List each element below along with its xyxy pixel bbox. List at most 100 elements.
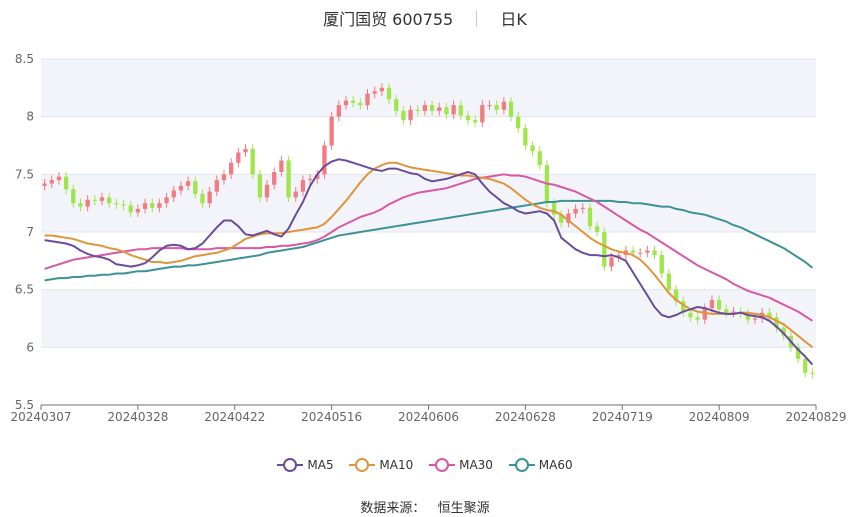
candle (121, 199, 126, 211)
candle-body (422, 105, 428, 111)
candle-body (465, 115, 471, 121)
period-label: 日K (500, 10, 527, 29)
candle (716, 295, 722, 314)
stock-name: 厦门国贸 600755 (323, 10, 454, 29)
candle-body (351, 100, 356, 103)
band (41, 174, 816, 232)
candle-body (437, 107, 442, 111)
candle (63, 172, 69, 194)
candle (437, 102, 442, 116)
x-tick-label: 20240516 (301, 410, 362, 424)
candle-body (673, 289, 679, 302)
candle (185, 176, 191, 191)
x-tick-label: 20240719 (592, 410, 653, 424)
candle-body (645, 250, 650, 253)
candle-body (487, 105, 492, 107)
candle-body (803, 358, 808, 373)
candle-body (516, 116, 521, 129)
candle (429, 100, 435, 116)
legend-label-ma30: MA30 (459, 458, 493, 472)
y-tick-label: 8.5 (15, 52, 34, 66)
candle-body (107, 197, 112, 204)
candle (128, 200, 133, 218)
candle-body (257, 174, 263, 198)
candle (472, 115, 478, 128)
legend-label-ma10: MA10 (379, 458, 414, 472)
candle-body (142, 203, 148, 209)
x-axis: 20240307 20240328 20240422 20240516 20240606… (10, 404, 847, 424)
candle (530, 140, 535, 156)
y-tick-label: 7 (26, 225, 34, 239)
candle-body (365, 93, 370, 106)
candle (659, 250, 664, 279)
candle (358, 98, 363, 110)
candle-body (272, 172, 277, 185)
candle (365, 88, 370, 110)
legend-item-ma60[interactable]: MA60 (508, 458, 573, 472)
candle (379, 83, 385, 96)
x-tick-label: 20240307 (10, 410, 71, 424)
candle-body (243, 148, 248, 153)
candle-body (63, 176, 69, 190)
candle-body (616, 255, 621, 258)
candle-body (444, 107, 449, 115)
y-tick-label: 5.5 (15, 398, 34, 412)
candle-body (322, 145, 327, 175)
candle (322, 140, 327, 179)
candle-body (731, 311, 736, 313)
candle-body (250, 148, 255, 175)
candle (142, 198, 148, 214)
candle-body (810, 372, 815, 374)
candle-body (587, 207, 593, 227)
candle (795, 342, 801, 364)
candle (673, 285, 679, 306)
candle-body (193, 181, 198, 194)
x-tick-label: 20240606 (398, 410, 459, 424)
candle (272, 167, 277, 190)
candle-body (795, 347, 801, 359)
candle (458, 100, 463, 121)
legend-item-ma5[interactable]: MA5 (277, 458, 334, 472)
candle (501, 97, 506, 115)
candle-body (659, 255, 664, 274)
candle-body (429, 105, 435, 111)
candle (307, 174, 313, 185)
candle (688, 308, 693, 322)
candle (487, 100, 492, 110)
band (41, 59, 816, 117)
candle-body (724, 309, 729, 313)
candle-body (178, 185, 184, 191)
y-tick-label: 7.5 (15, 167, 34, 181)
candle-body (128, 205, 133, 213)
x-tick-label: 20240422 (204, 410, 265, 424)
candle-body (666, 273, 672, 290)
candle-body (114, 203, 119, 205)
x-tick-label: 20240328 (107, 410, 168, 424)
candle-body (56, 176, 62, 181)
source-label: 数据来源： (360, 501, 426, 516)
legend-item-ma30[interactable]: MA30 (429, 458, 493, 472)
candle (221, 169, 227, 185)
candle-body (214, 180, 219, 192)
candle (566, 208, 571, 228)
candle-body (451, 105, 456, 115)
candle (286, 155, 291, 203)
candle-body (638, 252, 643, 254)
candle-body (752, 318, 758, 320)
candle-body (501, 101, 506, 110)
candle (781, 323, 786, 341)
candle-body (602, 232, 607, 267)
candle-body (221, 174, 227, 181)
candle (587, 203, 593, 231)
candle-body (171, 190, 176, 198)
candle (236, 147, 241, 168)
x-tick-label: 20240809 (689, 410, 750, 424)
candle-body (781, 327, 786, 336)
legend-item-ma10[interactable]: MA10 (349, 458, 413, 472)
candle (465, 110, 471, 125)
y-tick-label: 6 (26, 340, 34, 354)
candle-body (394, 99, 399, 111)
legend-swatch-ma10 (349, 458, 376, 472)
candle (645, 245, 650, 258)
